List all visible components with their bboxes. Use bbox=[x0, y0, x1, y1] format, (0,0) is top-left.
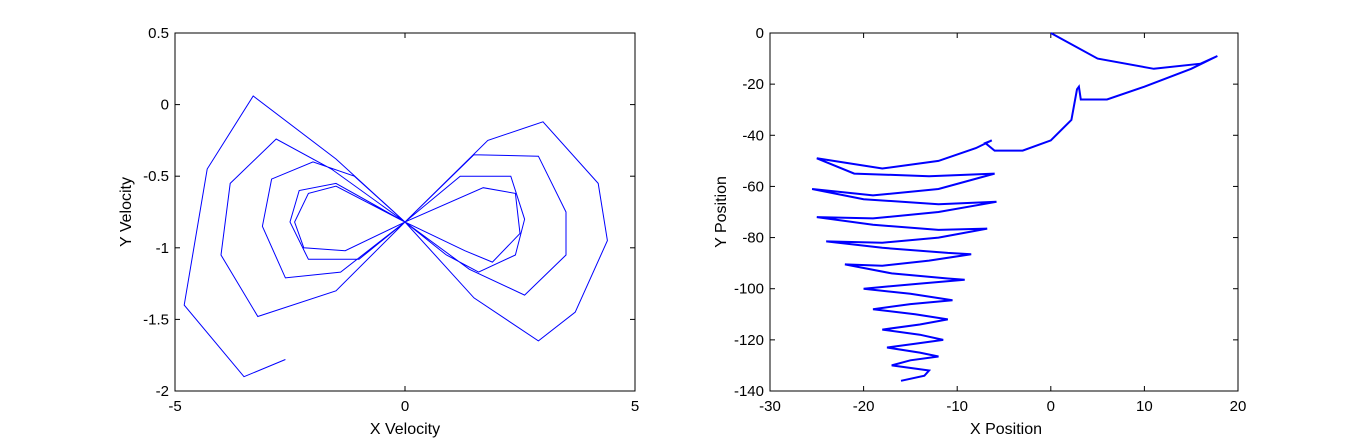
position-xtick-label: -10 bbox=[946, 398, 968, 415]
position-ytick-label: -80 bbox=[742, 230, 764, 247]
position-ytick-label: -20 bbox=[742, 76, 764, 93]
position-series-line bbox=[811, 32, 1218, 382]
velocity-ytick-label: -2 bbox=[156, 383, 169, 400]
position-xtick-label: -30 bbox=[759, 398, 781, 415]
velocity-ytick-label: 0 bbox=[161, 97, 169, 114]
position-chart-xlabel: X Position bbox=[970, 421, 1042, 438]
velocity-ytick-label: -0.5 bbox=[143, 168, 169, 185]
velocity-chart-ticks: -5 0 5 0.5 0 -0.5 -1 -1.5 -2 bbox=[143, 25, 639, 415]
position-chart-frame bbox=[769, 32, 1239, 392]
velocity-xtick-label: 0 bbox=[401, 398, 409, 415]
velocity-chart: -5 0 5 0.5 0 -0.5 -1 -1.5 -2 X Velocity Y Veloci… bbox=[118, 25, 639, 438]
velocity-chart-ylabel: Y Velocity bbox=[118, 177, 135, 247]
velocity-xtick-label: 5 bbox=[631, 398, 639, 415]
position-ytick-label: -140 bbox=[734, 383, 764, 400]
velocity-ytick-label: -1.5 bbox=[143, 311, 169, 328]
position-chart: -30 -20 -10 0 10 200-20-40-60-80-100-120-140 … bbox=[713, 25, 1246, 438]
velocity-xtick-label: -5 bbox=[168, 398, 181, 415]
velocity-ytick-label: -1 bbox=[156, 240, 169, 257]
position-ytick-label: -60 bbox=[742, 178, 764, 195]
velocity-chart-xlabel: X Velocity bbox=[370, 421, 440, 438]
position-xtick-label: 0 bbox=[1047, 398, 1055, 415]
velocity-ytick-label: 0.5 bbox=[148, 25, 169, 42]
position-xtick-label: 10 bbox=[1136, 398, 1153, 415]
position-ytick-label: -100 bbox=[734, 281, 764, 298]
position-xtick-label: 20 bbox=[1230, 398, 1247, 415]
position-xtick-label: -20 bbox=[853, 398, 875, 415]
position-chart-ylabel: Y Position bbox=[713, 176, 730, 248]
velocity-series-line bbox=[183, 95, 608, 378]
position-ytick-label: 0 bbox=[756, 25, 764, 42]
position-ytick-label: -40 bbox=[742, 127, 764, 144]
position-chart-ticks: -30 -20 -10 0 10 200-20-40-60-80-100-120-140 bbox=[734, 25, 1246, 415]
position-ytick-label: -120 bbox=[734, 332, 764, 349]
